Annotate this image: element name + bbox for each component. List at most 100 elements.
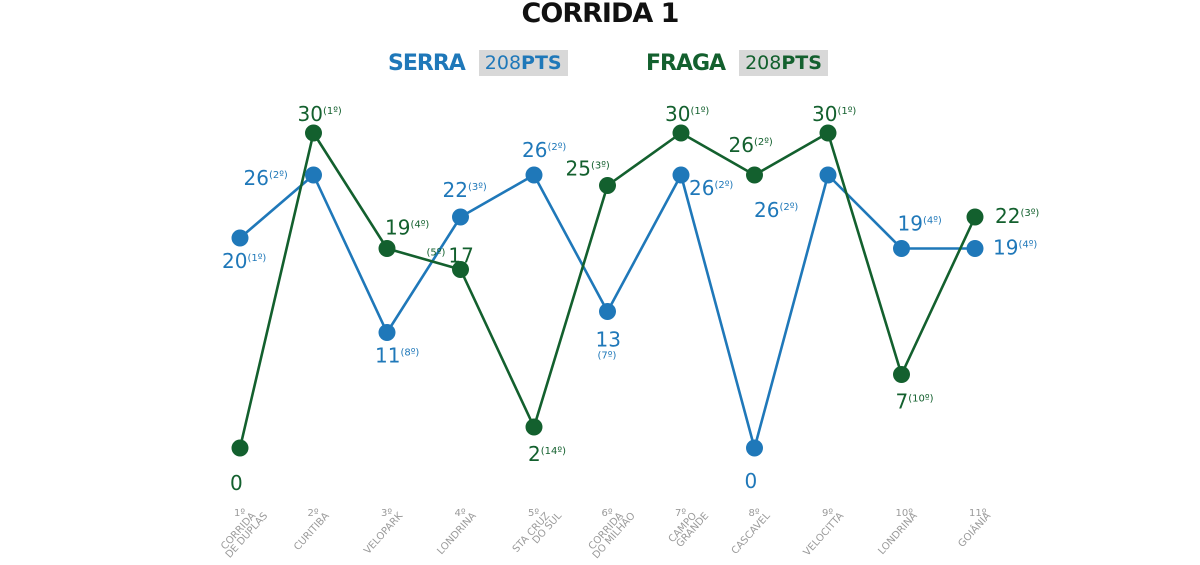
data-label-fraga-7: 30(1º) [665,102,709,126]
data-label-value: 0 [745,469,758,493]
data-label-value: 25 [566,157,591,181]
data-label-position: (2º) [714,180,733,191]
point-serra-10 [893,240,910,257]
data-label-value: 0 [230,471,243,495]
data-label-serra-1: 20(1º) [222,249,266,273]
data-label-fraga-5: 2(14º) [528,442,566,466]
data-label-position: (3º) [591,161,610,172]
x-tick-number-7: 7º [675,508,686,519]
data-label-fraga-8: 26(2º) [729,133,773,157]
data-label-serra-11: 19(4º) [993,236,1037,260]
x-tick-number-10: 10º [896,508,914,519]
x-tick-number-11: 11º [969,508,987,519]
data-label-position: (4º) [410,220,429,231]
data-label-position: (1º) [837,106,856,117]
point-serra-5 [525,166,543,184]
data-label-value: 30 [665,102,690,126]
point-fraga-7 [672,124,690,142]
data-label-value: 30 [298,102,323,126]
point-serra-11 [966,240,984,257]
data-label-serra-5: 26(2º) [522,138,566,162]
data-label-value: 17 [448,244,473,268]
data-label-value: 26 [244,166,269,190]
legend-serra-points-value: 208 [484,52,522,74]
point-serra-2 [305,166,322,184]
x-tick-number-3: 3º [381,508,392,519]
point-fraga-8 [746,166,763,184]
data-label-position: (10º) [908,394,933,405]
point-fraga-10 [893,366,910,383]
point-fraga-4 [452,261,469,278]
point-serra-8 [746,439,763,457]
data-label-position: (5º) [427,248,446,259]
data-label-fraga-3: 19(4º) [385,216,429,240]
point-fraga-9 [819,124,837,142]
point-fraga-6 [599,177,616,194]
x-tick-number-1: 1º [234,508,245,519]
point-serra-1 [231,229,249,247]
legend-fraga: FRAGA 208PTS [646,50,828,76]
data-label-position: (3º) [468,182,487,193]
x-tick-number-6: 6º [602,508,613,519]
data-label-value: 22 [443,178,468,202]
data-label-value: 7 [896,390,909,414]
data-label-serra-8: 0 [745,469,758,493]
chart-title: CORRIDA 1 [521,0,680,29]
data-label-position: (2º) [547,142,566,153]
point-fraga-2 [305,124,322,142]
data-label-value: 19 [898,212,923,236]
x-tick-number-2: 2º [308,508,319,519]
data-label-fraga-9: 30(1º) [812,102,856,126]
data-label-pos-serra-6: (7º) [598,351,617,362]
data-label-position: (14º) [541,446,566,457]
legend-fraga-points: 208PTS [739,50,828,76]
legend-serra-points-unit: PTS [521,52,562,74]
data-label-serra-6: 13 [596,328,621,352]
data-label-position: (2º) [269,170,288,181]
point-fraga-1 [231,439,249,457]
legend-fraga-name: FRAGA [646,50,726,76]
point-serra-4 [452,208,469,226]
data-label-value: 26 [754,198,779,222]
data-label-value: 19 [993,236,1018,260]
point-serra-6 [599,303,616,320]
data-label-serra-4: 22(3º) [443,178,487,202]
data-label-position: (2º) [779,202,798,213]
data-label-position: (4º) [1018,240,1037,251]
data-label-value: 19 [385,216,410,240]
data-label-fraga-11: 22(3º) [995,204,1039,228]
data-label-fraga-2: 30(1º) [298,102,342,126]
legend-fraga-points-unit: PTS [781,52,822,74]
legend-serra: SERRA 208PTS [388,50,568,76]
data-label-serra-7: 26(2º) [689,176,733,200]
data-label-value: 20 [222,249,247,273]
legend-fraga-points-value: 208 [745,52,782,74]
data-label-value: 26 [729,133,754,157]
data-label-fraga-4: (5º) 17 [427,244,474,268]
data-label-serra-2: 26(2º) [244,166,288,190]
x-tick-number-4: 4º [455,508,466,519]
point-fraga-5 [525,418,543,436]
legend-serra-points: 208PTS [478,50,568,76]
point-serra-3 [378,324,396,341]
data-label-fraga-1: 0 [230,471,243,495]
x-tick-number-8: 8º [749,508,760,519]
data-label-value: 30 [812,102,837,126]
data-label-serra-9: 26(2º) [754,198,798,222]
data-label-position: (1º) [247,253,266,264]
x-tick-number-5: 5º [528,508,539,519]
data-label-value: 2 [528,442,541,466]
point-serra-7 [672,166,690,184]
x-tick-number-9: 9º [822,508,833,519]
point-fraga-3 [378,240,396,257]
data-label-position: (4º) [923,216,942,227]
point-serra-9 [819,166,837,184]
data-label-value: 26 [689,176,714,200]
data-label-position: (3º) [1020,208,1039,219]
data-label-position: (1º) [323,106,342,117]
data-label-value: 26 [522,138,547,162]
data-label-position: (1º) [690,106,709,117]
data-label-position: (2º) [754,137,773,148]
data-label-serra-10: 19(4º) [898,212,942,236]
